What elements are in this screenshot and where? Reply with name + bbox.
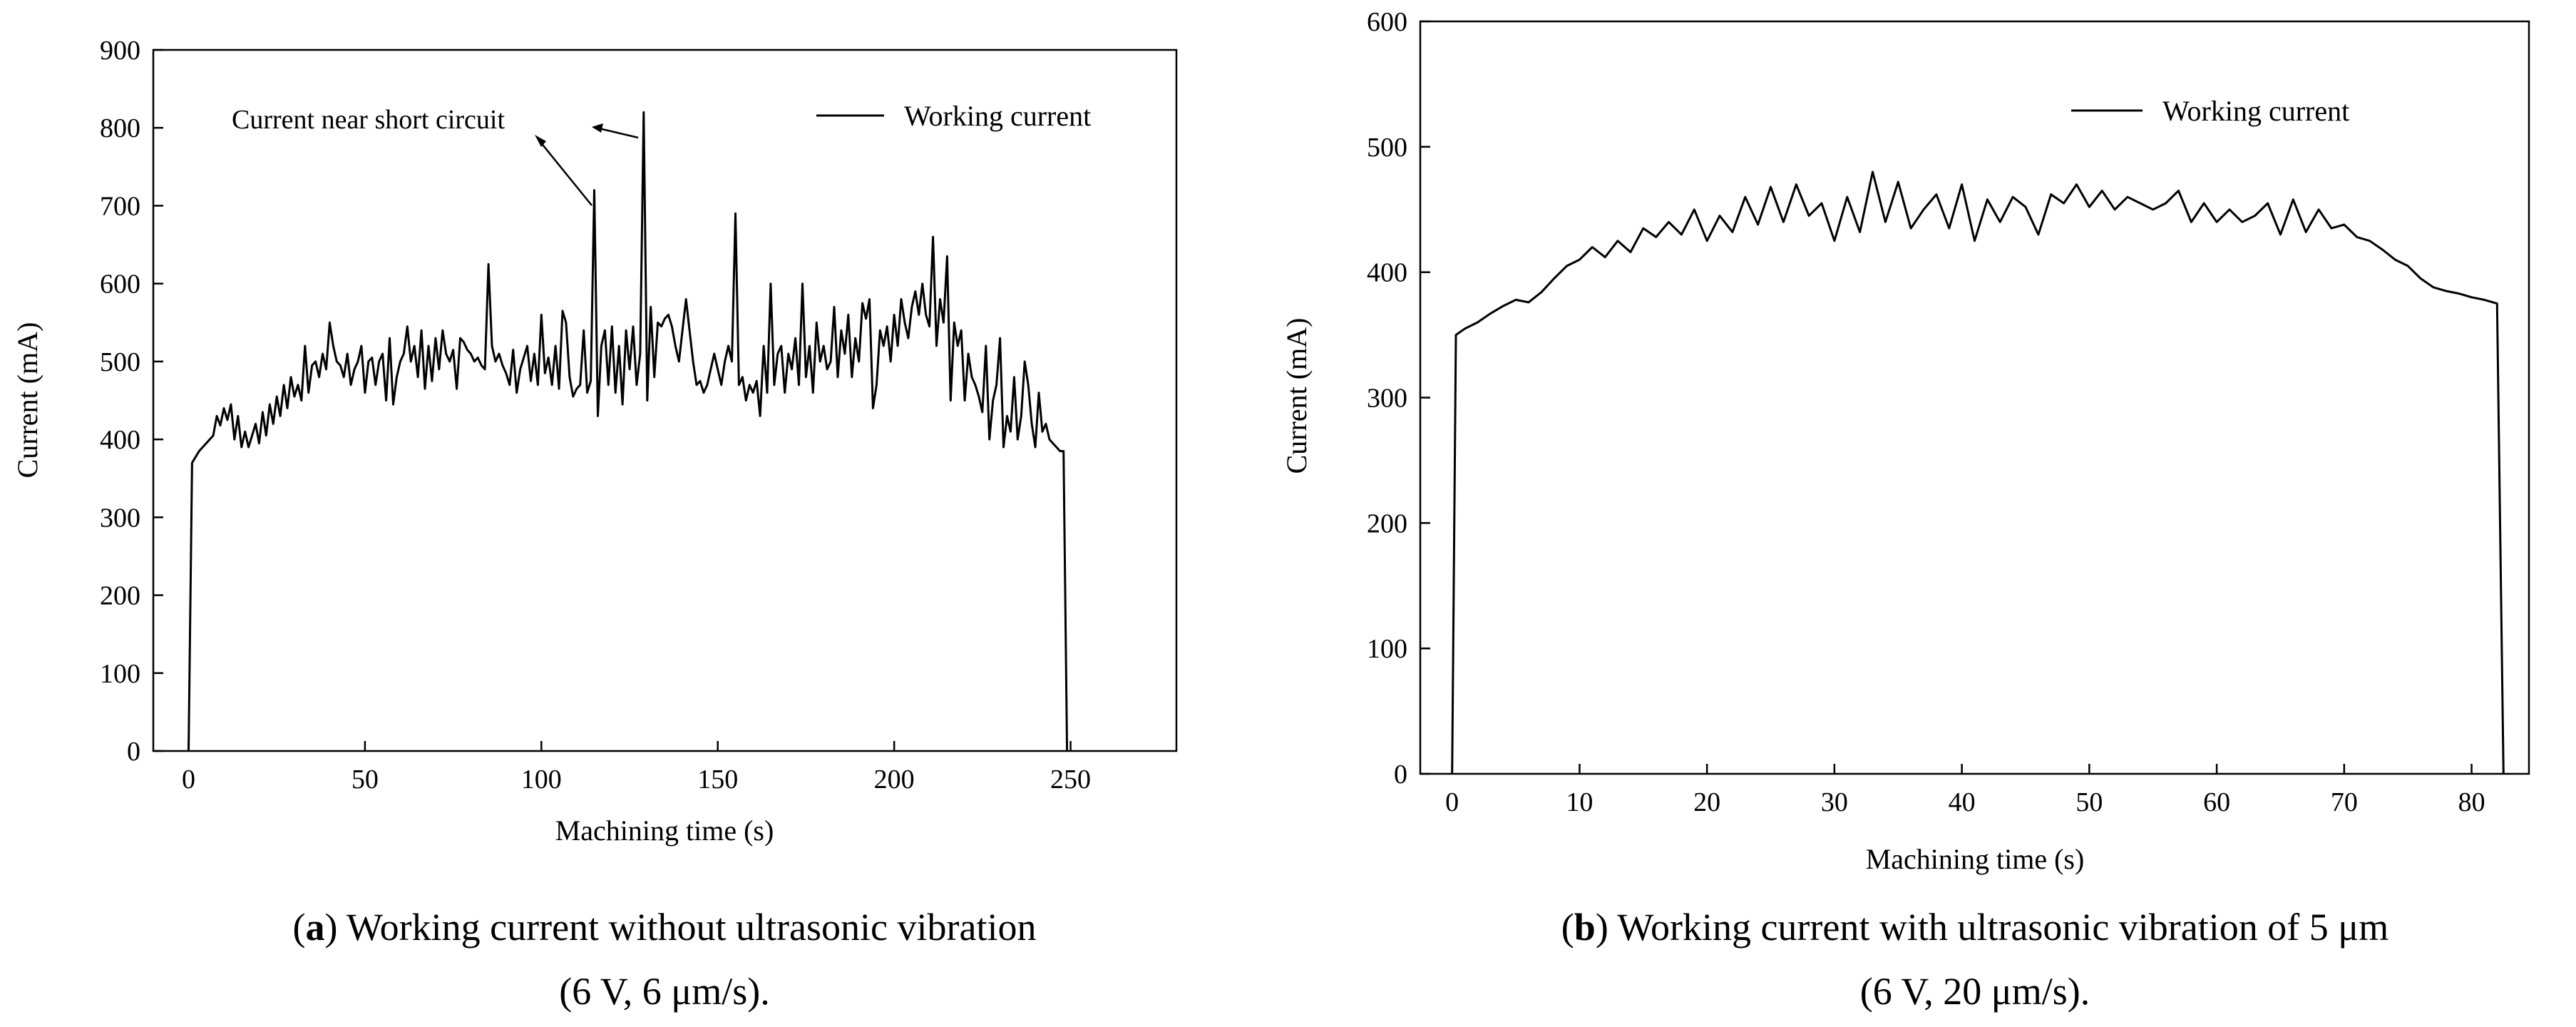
chart-a-annotation-arrowhead-1 — [535, 135, 546, 147]
chart-b-caption-letter: b — [1574, 906, 1596, 949]
x-tick-label: 50 — [2075, 787, 2103, 817]
y-tick-label: 800 — [100, 113, 140, 143]
chart-a-legend-label: Working current — [904, 100, 1091, 132]
y-tick-label: 400 — [1367, 258, 1407, 288]
y-tick-label: 200 — [100, 581, 140, 611]
chart-a-annotation-arrow-1 — [539, 140, 592, 206]
x-tick-label: 100 — [521, 765, 562, 794]
chart-b-y-axis: 0 100 200 300 400 500 600 — [1367, 7, 1430, 790]
chart-a-working-current-line — [188, 111, 1069, 752]
chart-b-caption-line-1: (b) Working current with ultrasonic vibr… — [1561, 906, 2388, 949]
y-tick-label: 500 — [1367, 133, 1407, 163]
x-tick-label: 200 — [874, 765, 915, 794]
y-tick-label: 400 — [100, 425, 140, 455]
x-tick-label: 10 — [1566, 787, 1593, 817]
x-tick-label: 80 — [2458, 787, 2485, 817]
chart-b: 0 100 200 300 400 500 600 0 10 20 30 40 50 60 70 80 Cu… — [1281, 7, 2530, 1013]
y-tick-label: 300 — [100, 503, 140, 533]
x-tick-label: 0 — [1445, 787, 1459, 817]
chart-a-annotation-arrowhead-2 — [592, 123, 603, 133]
chart-a-caption-text: Working current without ultrasonic vibra… — [347, 906, 1036, 949]
x-tick-label: 30 — [1821, 787, 1848, 817]
y-tick-label: 600 — [100, 270, 140, 300]
chart-a-plot-frame — [152, 48, 1178, 752]
chart-a-y-axis: 0 100 200 300 400 500 600 700 800 900 — [100, 36, 163, 767]
chart-b-caption-line-2: (6 V, 20 μm/s). — [1860, 970, 2090, 1013]
chart-a-caption-line-1: (a) Working current without ultrasonic v… — [293, 906, 1037, 949]
chart-b-legend-label: Working current — [2162, 95, 2349, 127]
x-tick-label: 20 — [1693, 787, 1720, 817]
y-tick-label: 700 — [100, 191, 140, 221]
chart-b-x-axis: 0 10 20 30 40 50 60 70 80 — [1445, 764, 2485, 817]
x-tick-label: 60 — [2203, 787, 2230, 817]
y-tick-label: 500 — [100, 347, 140, 377]
y-tick-label: 0 — [1394, 760, 1407, 790]
x-tick-label: 40 — [1949, 787, 1976, 817]
x-tick-label: 70 — [2331, 787, 2358, 817]
chart-b-legend: Working current — [2071, 95, 2349, 127]
y-tick-label: 900 — [100, 36, 140, 66]
chart-a-annotation-arrow-2 — [598, 127, 639, 139]
chart-b-y-axis-label: Current (mA) — [1281, 318, 1313, 474]
chart-a-annotation: Current near short circuit — [232, 105, 639, 206]
x-tick-label: 50 — [351, 765, 379, 794]
y-tick-label: 600 — [1367, 7, 1407, 37]
y-tick-label: 0 — [127, 737, 140, 767]
chart-a-caption-letter: a — [306, 906, 325, 949]
x-tick-label: 250 — [1050, 765, 1091, 794]
y-tick-label: 100 — [100, 659, 140, 689]
chart-a-x-axis-label: Machining time (s) — [555, 814, 774, 847]
chart-a-y-axis-label: Current (mA) — [11, 322, 43, 479]
chart-b-x-axis-label: Machining time (s) — [1866, 843, 2085, 875]
chart-a-annotation-text: Current near short circuit — [232, 105, 505, 135]
chart-a: 0 100 200 300 400 500 600 700 800 900 0 50 100 150 20… — [11, 36, 1178, 1013]
chart-a-caption-line-2: (6 V, 6 μm/s). — [559, 970, 770, 1013]
y-tick-label: 200 — [1367, 509, 1407, 538]
y-tick-label: 300 — [1367, 384, 1407, 414]
chart-a-x-axis: 0 50 100 150 200 250 — [182, 741, 1091, 794]
chart-a-legend: Working current — [816, 100, 1091, 132]
x-tick-label: 150 — [697, 765, 738, 794]
chart-b-working-current-line — [1451, 170, 2505, 775]
x-tick-label: 0 — [182, 765, 195, 794]
y-tick-label: 100 — [1367, 634, 1407, 664]
chart-b-caption-text: Working current with ultrasonic vibratio… — [1617, 906, 2388, 949]
chart-b-plot-frame — [1419, 20, 2530, 775]
